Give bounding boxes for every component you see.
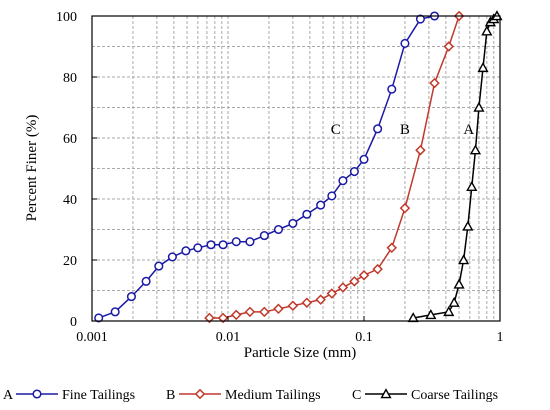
data-point [469,144,482,155]
data-point [349,167,359,177]
y-tick-label: 40 [63,193,77,208]
y-tick-label: 20 [63,254,77,269]
curve-label: C [331,122,341,138]
x-tick-label: 0.01 [216,330,241,345]
plot-frame [91,15,501,322]
y-tick-label: 100 [56,10,77,25]
data-point [181,246,191,256]
series-line-2 [413,15,498,319]
data-point [218,240,228,250]
legend-key: C [352,388,361,403]
legend-label: Coarse Tailings [411,388,498,403]
x-tick-label: 0.001 [76,330,108,345]
data-point [141,276,151,286]
data-point [167,252,177,262]
legend-swatch-marker [380,388,392,399]
data-point [316,200,326,210]
data-point [337,282,349,293]
data-point [315,294,326,305]
grid-lines [92,16,500,321]
data-point [415,14,425,24]
data-point [481,25,493,36]
data-point [287,300,299,312]
data-point [302,209,312,219]
axis-ticks [91,15,501,322]
data-point [358,269,370,281]
legend-swatch-marker [32,389,42,399]
legend-swatch-marker [194,388,206,400]
data-point [349,276,360,287]
curve-label: A [463,122,474,138]
data-point [245,237,255,247]
x-axis-title: Particle Size (mm) [244,345,356,361]
series-lines [98,15,498,319]
data-point [477,62,489,73]
x-tick-label: 1 [497,330,504,345]
data-point [399,202,411,214]
x-tick-label: 0.1 [355,330,373,345]
data-point [288,218,298,228]
y-tick-label: 0 [70,315,77,330]
data-point [244,306,256,318]
data-point [462,220,474,231]
data-point [94,313,104,323]
data-point [126,292,136,302]
data-point [400,38,410,49]
data-point [458,254,470,265]
data-point [443,306,455,317]
data-point [466,180,478,192]
data-point [259,231,269,241]
data-point [473,101,485,112]
data-point [373,124,383,134]
data-point [372,263,383,275]
data-point [425,309,437,320]
data-point [386,242,398,254]
legend-key: B [166,388,175,403]
y-tick-label: 60 [63,132,77,147]
tick-labels: 0.001 0.01 0.1 1 0 20 40 60 80 100 [56,10,504,345]
data-point [154,261,164,271]
series-markers [94,10,503,324]
data-point [326,288,338,299]
data-point [443,41,455,52]
series-line-0 [98,15,435,319]
legend: A Fine Tailings B Medium Tailings C Coarse Ta… [3,388,498,403]
data-point [193,243,203,253]
legend-label: Medium Tailings [225,388,321,403]
data-point [217,312,229,324]
data-point [327,191,337,201]
data-point [359,154,369,164]
data-point [273,224,284,235]
data-point [429,77,440,89]
data-point [206,240,216,250]
curve-label: B [400,122,410,138]
data-point [110,307,120,317]
y-tick-label: 80 [63,71,77,86]
data-point [230,309,242,321]
legend-key: A [3,388,14,403]
legend-label: Fine Tailings [62,388,135,403]
data-point [448,296,460,307]
y-axis-title: Percent Finer (%) [24,115,40,222]
data-point [273,303,284,315]
data-point [231,237,241,247]
data-point [415,144,426,156]
data-point [387,84,397,94]
data-point [453,278,465,289]
data-point [338,176,348,186]
data-point [301,297,313,308]
data-point [259,306,270,318]
data-point [204,312,215,324]
